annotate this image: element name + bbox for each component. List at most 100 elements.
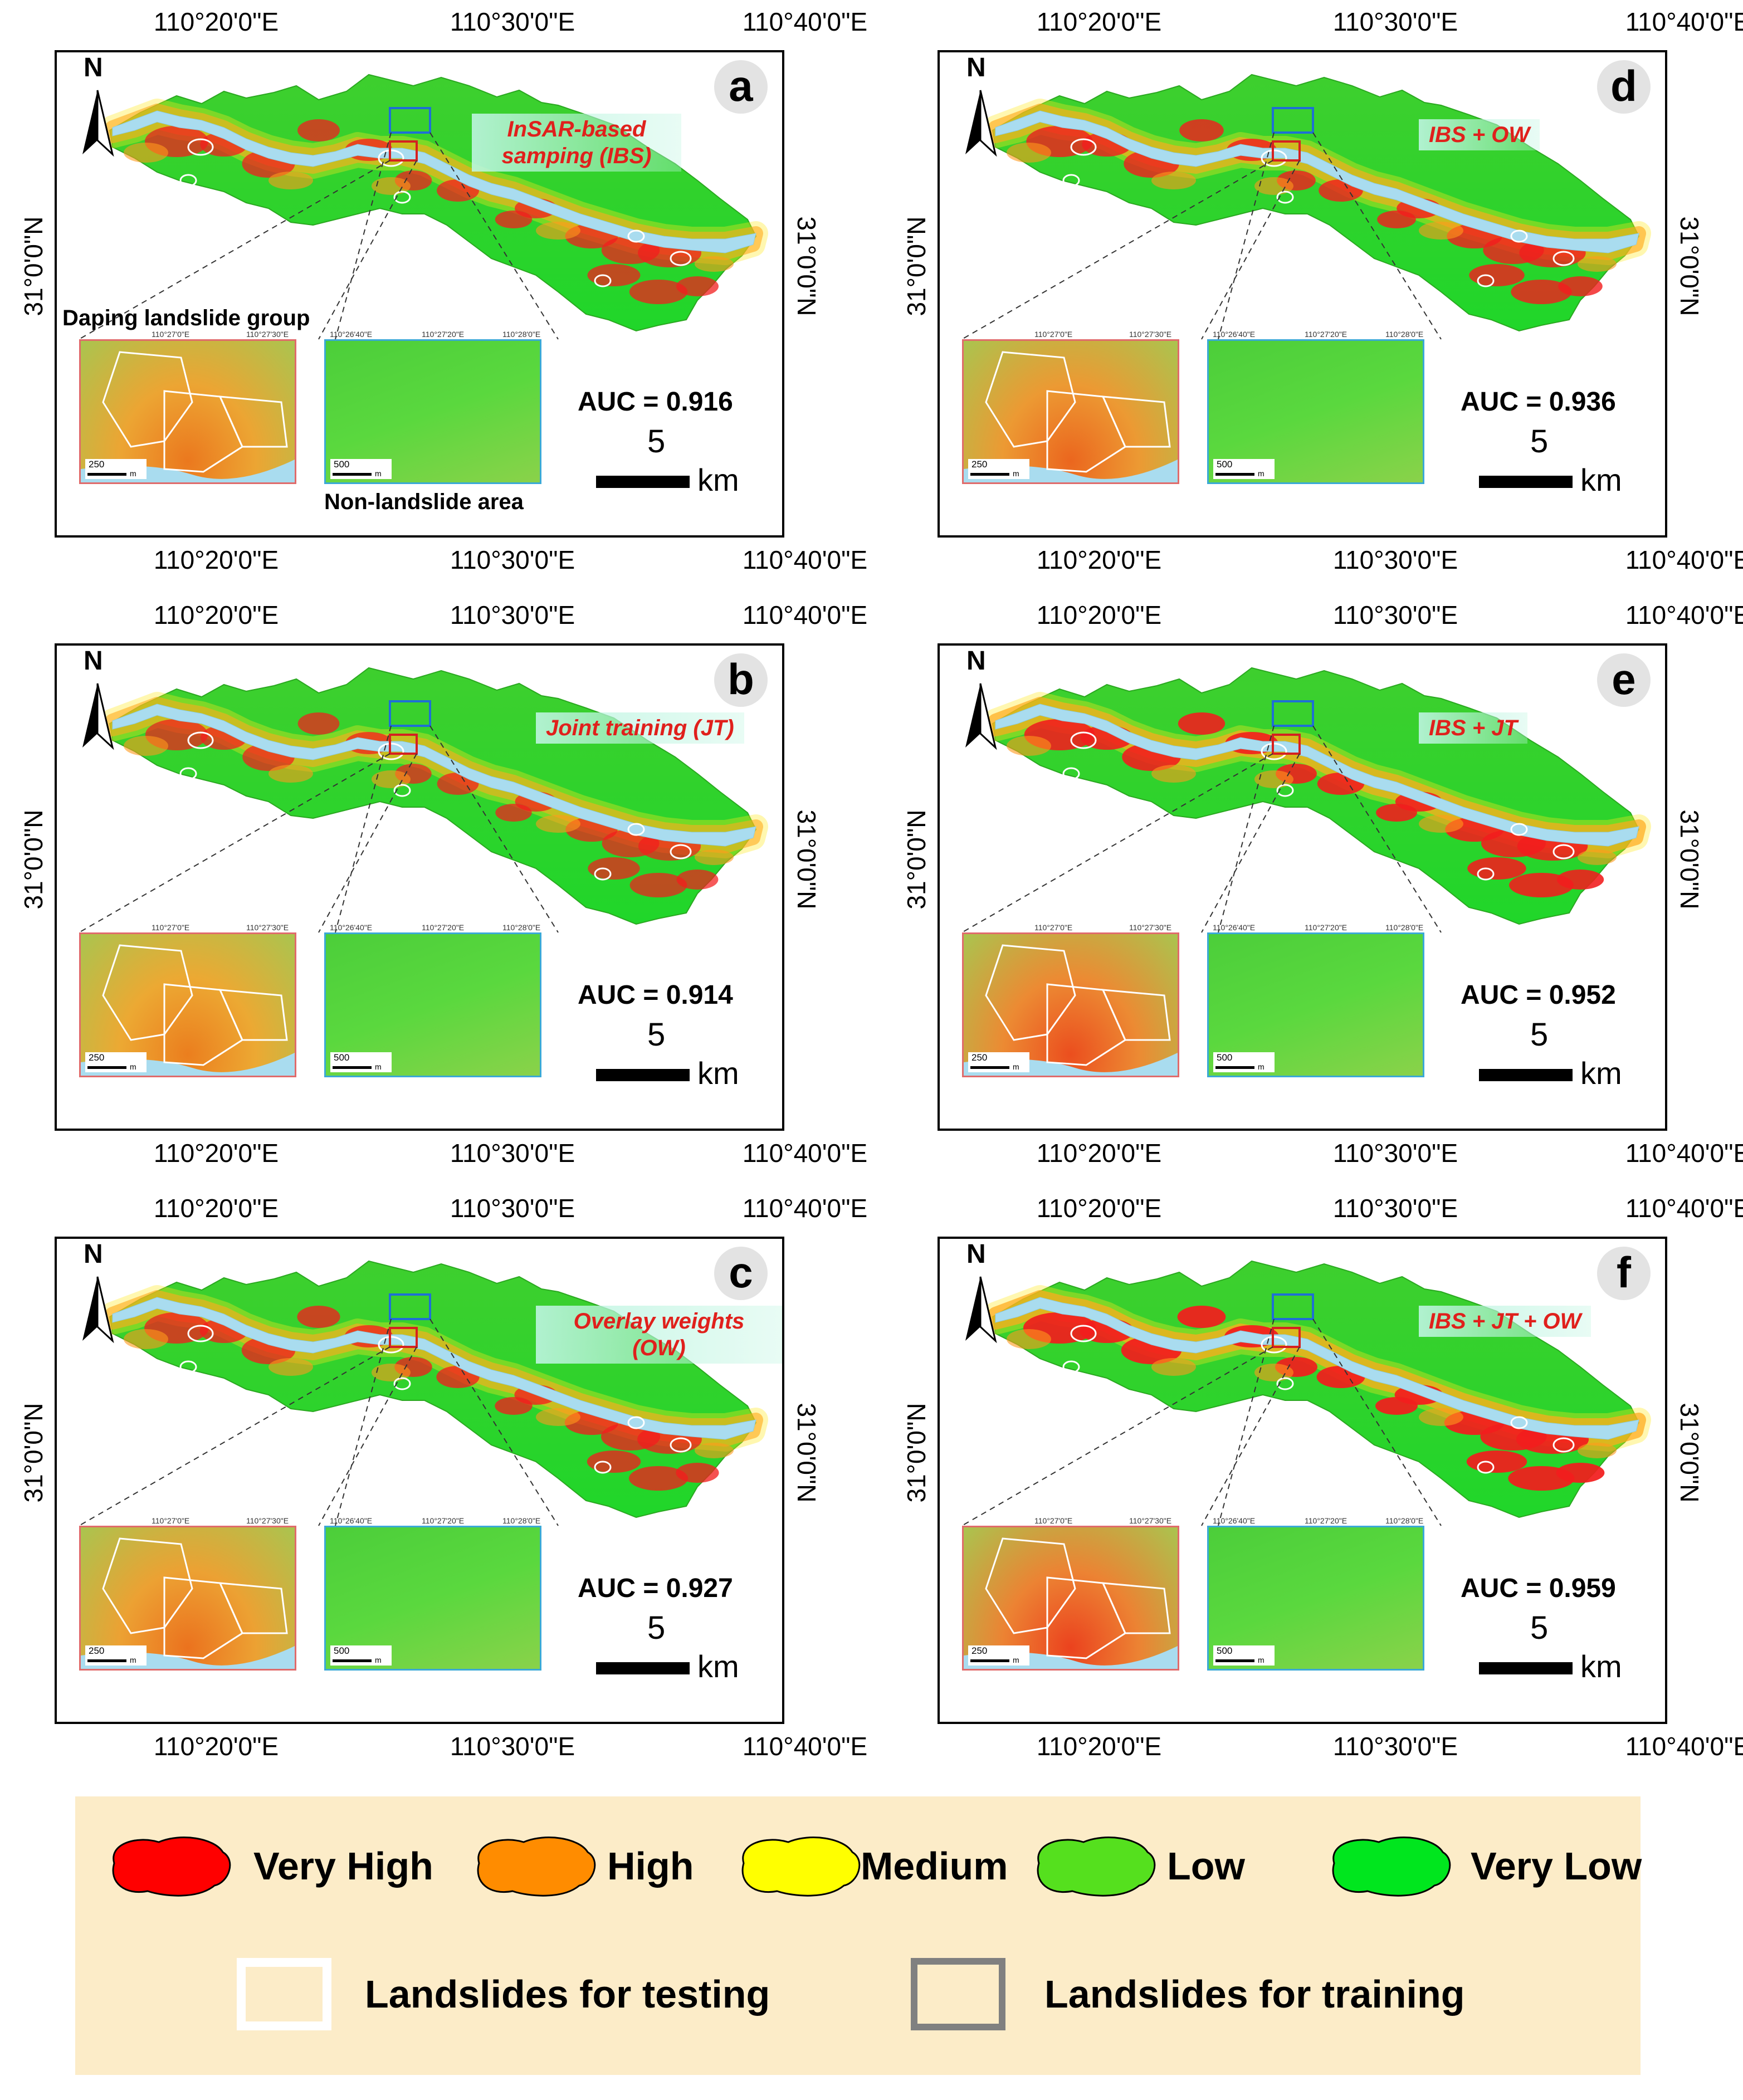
high-zone xyxy=(268,765,313,783)
inset-scale-bar: 250 m xyxy=(968,1052,1029,1072)
high-zone xyxy=(1007,143,1051,163)
inset-scale-value: 250 xyxy=(89,1645,105,1656)
daping-label: Daping landslide group xyxy=(62,306,310,330)
inset-scale-value: 500 xyxy=(1217,459,1233,470)
high-zone xyxy=(124,143,168,163)
landslide-outline xyxy=(1477,274,1495,287)
landslide-inset: 250 m xyxy=(79,339,296,484)
very-high-zone xyxy=(676,276,719,296)
nonlandslide-zoom-box xyxy=(389,107,431,134)
scale-value: 5 xyxy=(647,423,666,460)
inset-tick-nonslide_top_right: 110°28'0"E xyxy=(1385,330,1424,339)
inset-tick-nonslide_top_right: 110°28'0"E xyxy=(502,923,541,932)
lon-tick-top-1: 110°30'0"E xyxy=(450,600,575,629)
inset-tick-nonslide_top_left: 110°26'40"E xyxy=(330,330,373,339)
inset-scale-line xyxy=(333,473,372,476)
north-arrow-icon xyxy=(965,683,997,750)
landslide-outline xyxy=(393,1377,411,1390)
lon-tick-bottom-2: 110°40'0"E xyxy=(742,1139,868,1168)
very-high-zone xyxy=(1179,119,1224,141)
lon-tick-top-2: 110°40'0"E xyxy=(1625,7,1743,36)
inset-scale-value: 500 xyxy=(334,459,350,470)
high-zone xyxy=(1419,815,1463,833)
landslide-outline xyxy=(1046,1576,1126,1659)
inset-scale-line xyxy=(1215,1066,1254,1069)
north-arrow xyxy=(78,57,117,179)
landslide-outline xyxy=(985,1537,1076,1634)
inset-tick-slide_top_right: 110°27'30"E xyxy=(246,923,289,932)
landslide-outline xyxy=(985,351,1076,448)
inset-scale-value: 500 xyxy=(334,1645,350,1656)
scale-unit: km xyxy=(697,1649,739,1684)
inset-scale-unit: m xyxy=(1013,469,1019,478)
legend-swatch xyxy=(741,1837,861,1897)
lon-tick-bottom-0: 110°20'0"E xyxy=(153,1732,279,1761)
very-high-zone xyxy=(628,1466,689,1491)
auc-value: AUC = 0.936 xyxy=(1461,387,1616,417)
north-arrow xyxy=(78,1243,117,1366)
inset-tick-slide_top_left: 110°27'0"E xyxy=(1034,923,1073,932)
panel-letter-a: a xyxy=(714,60,768,114)
north-arrow xyxy=(961,650,1000,773)
scale-value: 5 xyxy=(647,1610,666,1646)
very-high-zone xyxy=(629,280,688,304)
landslide-outline xyxy=(218,395,288,448)
landslide-outline xyxy=(102,351,193,448)
auc-value: AUC = 0.927 xyxy=(578,1574,733,1603)
high-zone xyxy=(695,256,734,272)
landslide-outline xyxy=(1062,1360,1080,1374)
high-zone xyxy=(1419,1408,1463,1426)
very-high-zone xyxy=(495,211,533,228)
lon-tick-top-2: 110°40'0"E xyxy=(1625,1194,1743,1223)
very-high-zone xyxy=(629,873,687,897)
landslide-zoom-box xyxy=(1272,1327,1301,1348)
scale-unit: km xyxy=(1580,1649,1622,1684)
leader-line xyxy=(1312,725,1442,933)
map-panel-c: 110°20'0"E 110°20'0"E 110°30'0"E 110°30'0"E… xyxy=(0,1186,880,1780)
landslide-outline xyxy=(1477,1461,1495,1474)
inset-tick-nonslide_top_mid: 110°27'20"E xyxy=(1305,1516,1347,1525)
river xyxy=(112,704,756,847)
north-label: N xyxy=(966,53,986,82)
nonlandslide-inset: 500 m xyxy=(1207,932,1424,1077)
landslide-outline xyxy=(187,1325,214,1342)
inset-scale-value: 250 xyxy=(971,1052,988,1063)
landslide-outline xyxy=(1101,1582,1171,1634)
lon-tick-top-2: 110°40'0"E xyxy=(742,7,868,36)
method-label: Overlay weights (OW) xyxy=(536,1306,782,1364)
landslide-outline xyxy=(187,731,214,749)
lon-tick-bottom-2: 110°40'0"E xyxy=(742,1732,868,1761)
inset-tick-nonslide_top_mid: 110°27'20"E xyxy=(1305,923,1347,932)
north-arrow-icon xyxy=(965,90,997,157)
inset-scale-bar: 500 m xyxy=(330,459,392,479)
landslide-outline xyxy=(1276,784,1294,797)
landslide-outline xyxy=(102,944,193,1041)
inset-scale-value: 500 xyxy=(334,1052,350,1063)
inset-scale-bar: 250 m xyxy=(968,1645,1029,1666)
panel-letter-f: f xyxy=(1597,1247,1651,1300)
inset-scale-unit: m xyxy=(130,1655,136,1664)
landslide-inset: 250 m xyxy=(962,932,1179,1077)
inset-scale-line xyxy=(87,1066,126,1069)
lon-tick-bottom-2: 110°40'0"E xyxy=(1625,1732,1743,1761)
very-high-zone xyxy=(587,1451,641,1473)
inset-scale-unit: m xyxy=(375,469,382,478)
lat-tick-right: 31°0'0"N xyxy=(792,216,821,316)
inset-tick-nonslide_top_mid: 110°27'20"E xyxy=(422,330,465,339)
landslide-outline xyxy=(102,1537,193,1634)
testing-swatch xyxy=(237,1958,331,2030)
inset-scale-value: 250 xyxy=(89,1052,105,1063)
lat-tick-left: 31°0'0"N xyxy=(902,1403,931,1503)
landslide-outline xyxy=(1062,174,1080,187)
very-high-zone xyxy=(1177,1306,1226,1328)
very-high-zone xyxy=(1178,712,1226,735)
lat-tick-right: 31°0'0"N xyxy=(1675,216,1704,316)
lon-tick-bottom-0: 110°20'0"E xyxy=(1036,1732,1162,1761)
landslide-zoom-box xyxy=(389,734,418,755)
inset-tick-slide_top_right: 110°27'30"E xyxy=(1129,1516,1172,1525)
landslide-outline xyxy=(1510,1416,1528,1429)
lon-tick-top-2: 110°40'0"E xyxy=(742,600,868,629)
lon-tick-top-1: 110°30'0"E xyxy=(450,7,575,36)
inset-tick-slide_top_right: 110°27'30"E xyxy=(1129,923,1172,932)
very-high-zone xyxy=(587,264,641,286)
